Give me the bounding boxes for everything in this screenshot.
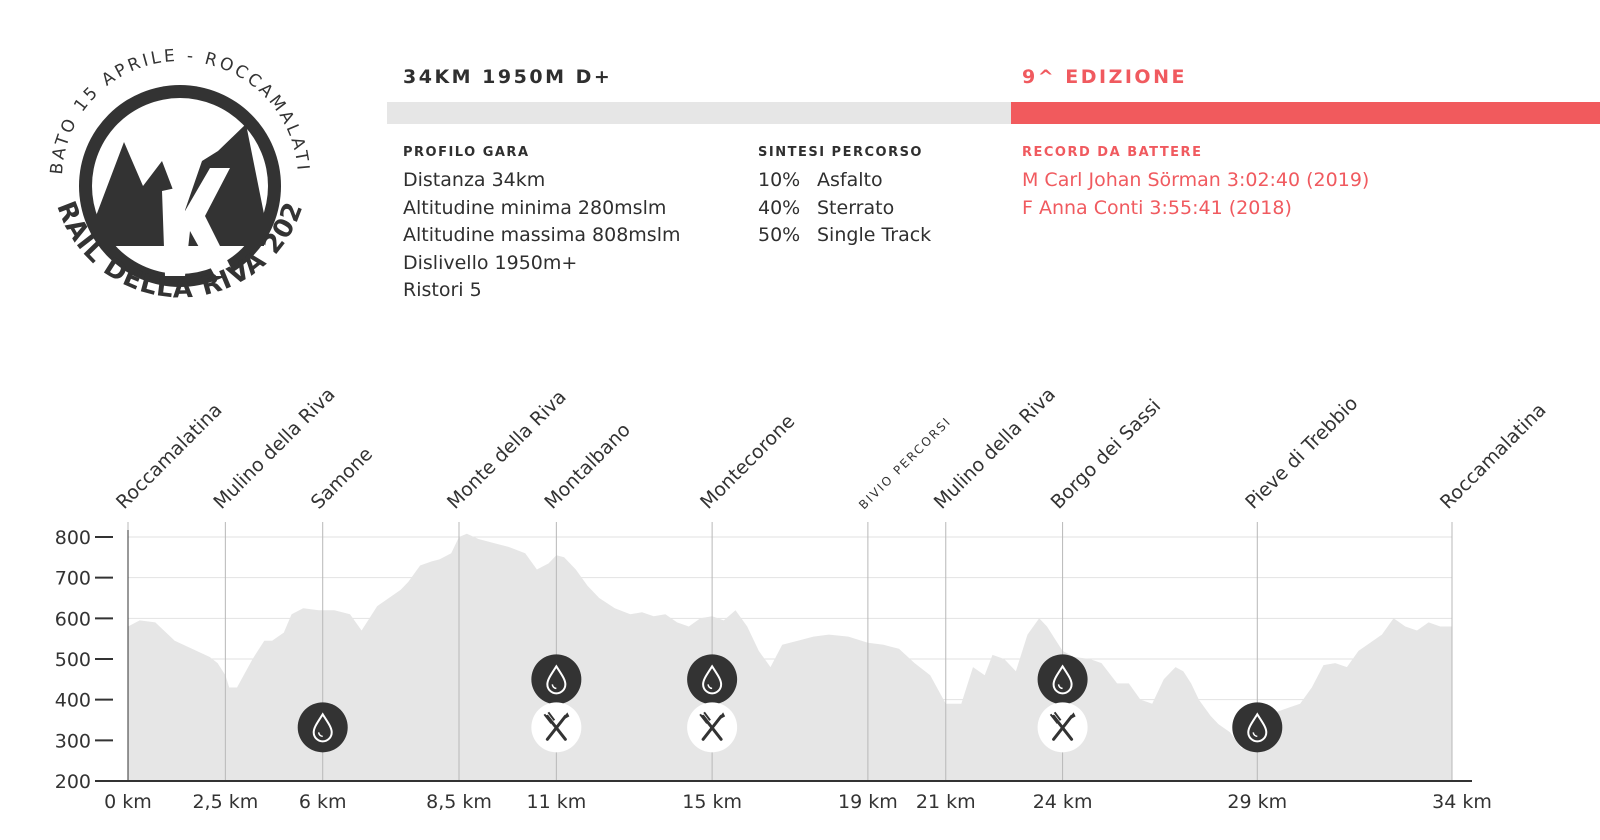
drop-shape <box>702 664 723 695</box>
x-tick-label: 11 km <box>526 791 586 813</box>
x-tick-label: 15 km <box>682 791 742 813</box>
sintesi-percorso-title: SINTESI PERCORSO <box>758 145 923 160</box>
knife-blade <box>716 712 726 722</box>
drop-shape <box>312 712 333 743</box>
y-tick-label: 800 <box>55 527 91 549</box>
record-title: RECORD DA BATTERE <box>1022 145 1203 160</box>
marker-circle <box>1232 702 1283 753</box>
location-label: Montecorone <box>696 410 799 513</box>
y-tick-label: 200 <box>55 771 91 793</box>
water-drop-icon <box>1037 654 1088 705</box>
profilo-line: Ristori 5 <box>403 279 482 301</box>
sintesi-label: Single Track <box>817 224 932 246</box>
profilo-line: Dislivello 1950m+ <box>403 251 578 274</box>
distance-elevation-header: 34KM 1950M D+ <box>403 66 613 88</box>
sintesi-row: 40% Sterrato <box>758 195 931 223</box>
sintesi-pct: 40% <box>758 196 801 219</box>
profilo-gara-section: PROFILO GARA Distanza 34km Altitudine mi… <box>403 145 681 305</box>
fork-knife-icon <box>687 702 738 753</box>
marker-circle <box>1037 654 1088 705</box>
y-tick-label: 400 <box>55 690 91 712</box>
x-tick-label: 0 km <box>104 791 152 813</box>
knife-blade <box>1066 712 1076 722</box>
x-tick-label: 19 km <box>838 791 898 813</box>
record-line-male: M Carl Johan Sörman 3:02:40 (2019) <box>1022 169 1370 191</box>
drop-highlight <box>317 732 323 738</box>
profilo-line: Altitudine massima 808mslm <box>403 224 681 246</box>
sintesi-percorso-section: SINTESI PERCORSO 10% Asfalto 40% Sterrato … <box>758 145 931 250</box>
drop-highlight <box>551 684 557 690</box>
y-tick-label: 500 <box>55 649 91 671</box>
knife-blade <box>560 712 570 722</box>
location-label: Mulino della Riva <box>930 383 1060 513</box>
marker-circle <box>531 654 582 705</box>
x-tick-label: 6 km <box>299 791 347 813</box>
drop-highlight <box>1057 684 1063 690</box>
record-line-female: F Anna Conti 3:55:41 (2018) <box>1022 196 1292 219</box>
marker-circle <box>687 654 738 705</box>
x-tick-label: 8,5 km <box>426 791 492 813</box>
location-label: Borgo dei Sassi <box>1047 395 1166 514</box>
drop-shape <box>546 664 567 695</box>
sintesi-row: 10% Asfalto <box>758 167 931 195</box>
water-drop-icon <box>531 654 582 705</box>
x-tick-label: 2,5 km <box>192 791 258 813</box>
y-tick-label: 600 <box>55 608 91 630</box>
fork-prongs <box>1049 711 1062 724</box>
drop-shape <box>1052 664 1073 695</box>
x-tick-label: 21 km <box>916 791 976 813</box>
water-drop-icon <box>1232 702 1283 753</box>
profilo-gara-title: PROFILO GARA <box>403 145 530 160</box>
x-tick-label: 34 km <box>1432 791 1492 813</box>
fork-knife-icon <box>1037 702 1088 753</box>
drop-highlight <box>1252 732 1258 738</box>
sintesi-row: 50% Single Track <box>758 222 931 250</box>
sintesi-label: Sterrato <box>817 196 895 219</box>
drop-shape <box>1247 712 1268 743</box>
location-label: Roccamalatina <box>112 399 227 514</box>
fork-knife-icon <box>531 702 582 753</box>
x-tick-label: 24 km <box>1033 791 1093 813</box>
water-drop-icon <box>297 702 348 753</box>
record-section: RECORD DA BATTERE M Carl Johan Sörman 3:… <box>1022 145 1369 222</box>
location-label: Montalbano <box>540 419 635 514</box>
profilo-line: Altitudine minima 280mslm <box>403 196 667 219</box>
header-red-bar <box>1011 102 1600 124</box>
profilo-line: Distanza 34km <box>403 169 546 191</box>
sintesi-pct: 50% <box>758 224 801 246</box>
water-drop-icon <box>687 654 738 705</box>
location-label: Pieve di Trebbio <box>1241 392 1362 513</box>
x-tick-label: 29 km <box>1227 791 1287 813</box>
drop-highlight <box>707 684 713 690</box>
logo-k-letter <box>162 168 235 276</box>
fork-prongs <box>699 711 711 724</box>
y-tick-label: 300 <box>55 730 91 752</box>
fork-prongs <box>543 711 556 724</box>
y-tick-label: 700 <box>55 568 91 590</box>
edition-header: 9^ EDIZIONE <box>1022 66 1187 88</box>
sintesi-pct: 10% <box>758 169 801 191</box>
header-grey-bar <box>387 102 1011 124</box>
trail-logo: SABATO 15 APRILE - ROCCAMALATINA TRAIL D… <box>40 36 310 304</box>
sintesi-label: Asfalto <box>817 169 883 191</box>
mountain-peaks-icon <box>96 124 264 246</box>
location-label: Samone <box>307 443 377 513</box>
marker-circle <box>297 702 348 753</box>
location-label: Roccamalatina <box>1436 399 1551 514</box>
